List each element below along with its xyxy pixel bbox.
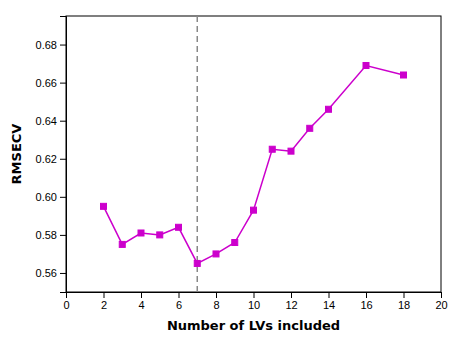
- y-tick: 0.60: [36, 191, 66, 203]
- data-point: [101, 203, 107, 209]
- data-point: [157, 232, 163, 238]
- x-tick-mark: [254, 292, 255, 298]
- x-tick: 14: [323, 292, 335, 311]
- data-point: [251, 207, 257, 213]
- x-tick: 12: [285, 292, 297, 311]
- x-tick-label: 12: [285, 299, 297, 311]
- data-point: [307, 125, 313, 131]
- x-tick: 16: [360, 292, 372, 311]
- x-tick-label: 14: [323, 299, 335, 311]
- x-tick-label: 4: [138, 299, 144, 311]
- y-tick: 0.68: [36, 39, 66, 51]
- y-tick-label: 0.62: [36, 153, 57, 165]
- y-tick-label: 0.68: [36, 39, 57, 51]
- x-tick-mark: [366, 292, 367, 298]
- data-point: [269, 146, 275, 152]
- y-axis: 0.56 0.58 0.60 0.62 0.64 0.66 0.68: [36, 17, 67, 293]
- data-point: [363, 62, 369, 68]
- x-tick-mark: [141, 292, 142, 298]
- x-axis: 0 2 4 6 8 10 12 14 16 18 20: [63, 292, 447, 311]
- y-tick-mark: [60, 273, 66, 274]
- x-axis-title: Number of LVs included: [167, 318, 340, 333]
- x-tick-mark: [329, 292, 330, 298]
- x-tick: 20: [435, 292, 447, 311]
- y-tick: 0.56: [36, 267, 66, 279]
- x-axis-line: [67, 293, 442, 299]
- y-axis-title: RMSECV: [9, 124, 24, 185]
- x-tick-mark: [179, 292, 180, 298]
- x-tick: 0: [63, 292, 69, 311]
- y-tick-label: 0.60: [36, 191, 57, 203]
- y-tick-label: 0.66: [36, 77, 57, 89]
- x-tick-label: 18: [398, 299, 410, 311]
- data-point: [119, 241, 125, 247]
- x-tick-label: 16: [360, 299, 372, 311]
- y-tick-label: 0.58: [36, 229, 57, 241]
- chart: 0 2 4 6 8 10 12 14 16 18 20 0.56 0.58 0.60 0.62 0.64 0.6…: [0, 0, 459, 340]
- x-tick: 6: [176, 292, 182, 311]
- x-tick: 4: [138, 292, 144, 311]
- x-tick: 18: [398, 292, 410, 311]
- plot-frame: [66, 16, 441, 292]
- x-tick-label: 0: [63, 299, 69, 311]
- y-tick-label: 0.64: [36, 115, 57, 127]
- reference-line: [197, 16, 199, 292]
- x-tick-mark: [291, 292, 292, 298]
- x-tick: 8: [213, 292, 219, 311]
- x-tick-label: 10: [248, 299, 260, 311]
- x-tick: 10: [248, 292, 260, 311]
- x-tick: 2: [101, 292, 107, 311]
- y-tick: 0.58: [36, 229, 66, 241]
- x-tick-mark: [441, 292, 442, 298]
- x-tick-label: 20: [435, 299, 447, 311]
- y-tick-mark: [60, 235, 66, 236]
- x-tick-mark: [104, 292, 105, 298]
- data-point: [232, 240, 238, 246]
- x-tick-mark: [404, 292, 405, 298]
- data-point: [176, 224, 182, 230]
- x-tick-label: 6: [176, 299, 182, 311]
- y-tick-mark: [60, 45, 66, 46]
- y-tick-mark: [60, 197, 66, 198]
- plot-area: 0 2 4 6 8 10 12 14 16 18 20 0.56 0.58 0.60 0.62 0.64 0.6…: [36, 16, 448, 311]
- data-point: [401, 72, 407, 78]
- x-tick-mark: [216, 292, 217, 298]
- data-point: [326, 106, 332, 112]
- y-tick-label: 0.56: [36, 267, 57, 279]
- y-tick: 0.66: [36, 77, 66, 89]
- data-point: [138, 230, 144, 236]
- marks: [101, 16, 407, 292]
- y-axis-line: [60, 17, 67, 293]
- y-tick: 0.62: [36, 153, 66, 165]
- data-point: [288, 148, 294, 154]
- y-tick-mark: [60, 121, 66, 122]
- y-tick-mark: [60, 83, 66, 84]
- data-point: [213, 251, 219, 257]
- y-tick: 0.64: [36, 115, 66, 127]
- y-tick-mark: [60, 159, 66, 160]
- data-point: [194, 260, 200, 266]
- x-tick-label: 2: [101, 299, 107, 311]
- x-tick-label: 8: [213, 299, 219, 311]
- data-line: [104, 65, 404, 263]
